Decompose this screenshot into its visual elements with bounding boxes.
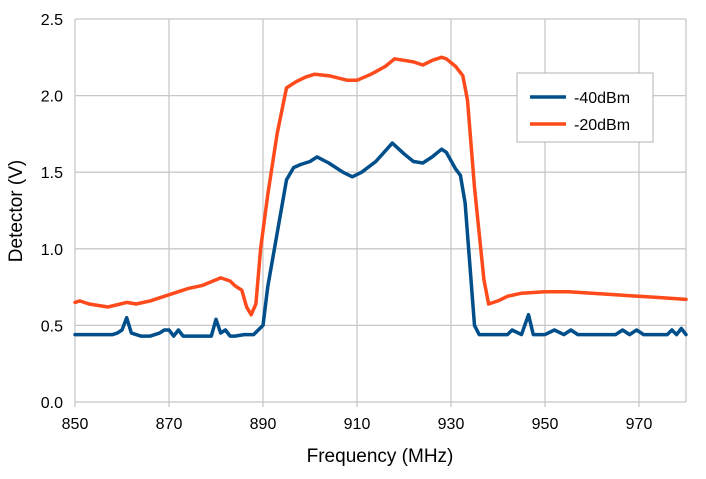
series-lines [73, 55, 688, 338]
tick-labels: 0.0 0.5 1.0 1.5 2.0 2.5 850 870 890 910 930 950 970 [41, 12, 653, 433]
y-tick-label: 0.0 [41, 395, 63, 412]
x-axis-label: Frequency (MHz) [307, 446, 454, 467]
x-tick-label: 850 [62, 416, 89, 433]
x-tick-label: 930 [438, 416, 465, 433]
legend: -40dBm -20dBm [516, 72, 654, 143]
x-tick-label: 890 [250, 416, 277, 433]
y-tick-label: 2.5 [41, 12, 63, 29]
x-tick-label: 970 [626, 416, 653, 433]
x-tick-label: 950 [532, 416, 559, 433]
x-tick-label: 910 [344, 416, 371, 433]
y-axis-label: Detector (V) [6, 160, 27, 262]
legend-label-20dbm: -20dBm [574, 117, 630, 134]
series-line-20dbm [73, 55, 688, 317]
legend-label-40dbm: -40dBm [574, 90, 630, 107]
y-tick-label: 1.0 [41, 242, 63, 259]
y-tick-label: 1.5 [41, 165, 63, 182]
series-line-40dbm [73, 141, 688, 338]
legend-box [516, 72, 654, 143]
y-tick-label: 0.5 [41, 318, 63, 335]
y-tick-label: 2.0 [41, 89, 63, 106]
x-tick-label: 870 [156, 416, 183, 433]
